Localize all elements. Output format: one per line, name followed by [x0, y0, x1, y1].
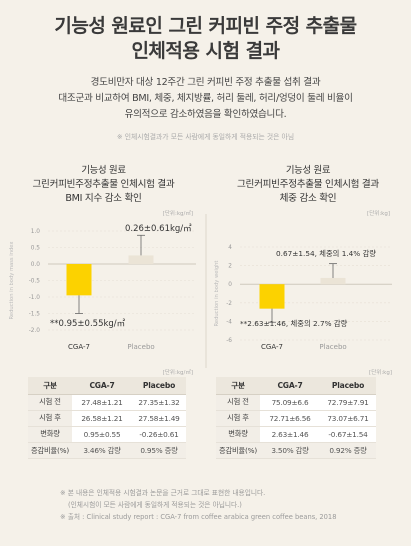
- table-header-cell: CGA-7: [260, 377, 320, 395]
- bmi-y-tick-label: 0.5: [31, 246, 41, 252]
- table-cell: 26.58±1.21: [72, 410, 132, 427]
- table-cell: -0.67±1.54: [320, 426, 376, 444]
- table-cell: 0.95±0.55: [72, 426, 132, 444]
- bmi-category-label: Placebo: [127, 343, 154, 351]
- bmi-title-line-3: BMI 지수 감소 확인: [65, 193, 142, 204]
- table-cell: 변화량: [216, 426, 260, 444]
- bmi-bar-placebo: [128, 255, 154, 264]
- table-cell: 27.35±1.32: [132, 394, 186, 411]
- bmi-unit-label: [단위:kg/㎡]: [163, 209, 193, 217]
- weight-title-line-2: 그린커피빈주정추출물 인체시험 결과: [237, 179, 379, 190]
- table-header-row: 구분 CGA-7 Placebo: [28, 377, 186, 395]
- title-line-1: 기능성 원료인 그린 커피빈 주정 추출물: [54, 15, 357, 37]
- table-row: 시험 후 72.71±6.56 73.07±6.71: [216, 410, 376, 427]
- table-header-cell: Placebo: [132, 377, 186, 395]
- table-cell: 3.50% 감량: [260, 442, 320, 460]
- weight-y-tick-label: 4: [228, 245, 232, 251]
- weight-title-line-1: 기능성 원료: [285, 165, 331, 176]
- table-header-cell: 구분: [216, 377, 260, 395]
- bmi-category-label: CGA-7: [68, 343, 90, 351]
- weight-title-line-3: 체중 감소 확인: [279, 193, 337, 204]
- table-unit-label: [단위:kg]: [369, 370, 392, 376]
- bmi-bar-cga7: [66, 264, 92, 296]
- table-cell: 시험 전: [28, 394, 72, 411]
- table-row: 증감비율(%) 3.50% 감량 0.92% 증량: [216, 442, 376, 460]
- weight-y-tick-label: 2: [228, 264, 232, 270]
- bmi-title-line-1: 기능성 원료: [81, 165, 126, 176]
- weight-y-tick-label: -4: [226, 319, 232, 325]
- table-cell: 증감비율(%): [28, 442, 72, 460]
- table-cell: 0.92% 증량: [320, 442, 376, 460]
- table-cell: 증감비율(%): [216, 442, 260, 460]
- table-cell: 27.48±1.21: [72, 394, 132, 411]
- table-cell: 72.79±7.91: [320, 394, 376, 411]
- weight-category-label: Placebo: [319, 343, 346, 351]
- weight-y-tick-label: -2: [226, 301, 232, 307]
- bmi-chart-title: 기능성 원료 그린커피빈주정추출물 인체시험 결과 BMI 지수 감소 확인: [0, 164, 207, 206]
- bmi-y-tick-label: -1.5: [29, 312, 41, 318]
- table-cell: 변화량: [28, 426, 72, 444]
- footnote-line-2: (인체시험이 모든 사람에게 동일하게 적용되는 것은 아닙니다.): [68, 501, 242, 509]
- weight-chart-title: 기능성 원료 그린커피빈주정추출물 인체시험 결과 체중 감소 확인: [205, 164, 411, 206]
- weight-bar-cga7: [259, 284, 285, 309]
- bmi-data-label: 0.26±0.61kg/㎡: [125, 224, 192, 234]
- weight-category-label: CGA-7: [261, 343, 283, 351]
- title-line-2: 인체적용 시험 결과: [131, 40, 280, 62]
- weight-y-axis-label: Reduction in body weight: [214, 261, 220, 327]
- bmi-y-tick-label: 1.0: [31, 229, 41, 235]
- bmi-y-tick-label: 0.0: [31, 262, 41, 268]
- table-row: 시험 후 26.58±1.21 27.58±1.49: [28, 410, 186, 427]
- page-title: 기능성 원료인 그린 커피빈 주정 추출물 인체적용 시험 결과: [0, 14, 411, 64]
- bmi-y-tick-label: -0.5: [29, 279, 41, 285]
- table-row: 변화량 0.95±0.55 -0.26±0.61: [28, 426, 186, 444]
- table-cell: 2.63±1.46: [260, 426, 320, 444]
- weight-results-table: 구분 CGA-7 Placebo 시험 전 75.09±6.6 72.79±7.91 시험 …: [216, 377, 376, 460]
- table-cell: 시험 전: [216, 394, 260, 411]
- bmi-y-tick-label: -1.0: [29, 295, 41, 301]
- table-row: 시험 전 75.09±6.6 72.79±7.91: [216, 394, 376, 411]
- table-header-cell: CGA-7: [72, 377, 132, 395]
- intro-text: 경도비만자 대상 12주간 그린 커피빈 주정 추출물 섭취 결과 대조군과 비…: [0, 75, 411, 123]
- weight-data-label: 0.67±1.54, 체중의 1.4% 감량: [276, 249, 376, 258]
- weight-y-tick-label: 0: [228, 282, 232, 288]
- table-cell: 73.07±6.71: [320, 410, 376, 427]
- footnote: ※ 본 내용은 인체적용 시험결과 논문을 근거로 그대로 표현한 내용입니다.…: [60, 487, 380, 523]
- table-cell: 시험 후: [28, 410, 72, 427]
- intro-note: ※ 인체시험결과가 모든 사람에게 동일하게 적용되는 것은 아님: [116, 133, 295, 141]
- table-cell: 0.95% 증량: [132, 442, 186, 460]
- table-unit-label: [단위:kg/㎡]: [162, 370, 193, 376]
- intro-line-3: 유의적으로 감소하였음을 확인하였습니다.: [124, 109, 287, 120]
- bmi-y-tick-label: -2.0: [29, 328, 41, 334]
- table-cell: 72.71±6.56: [260, 410, 320, 427]
- table-cell: -0.26±0.61: [132, 426, 186, 444]
- footnote-line-3: ※ 출처 : Clinical study report : CGA-7 fro…: [60, 513, 337, 521]
- bmi-title-line-2: 그린커피빈주정추출물 인체시험 결과: [32, 179, 175, 190]
- table-row: 시험 전 27.48±1.21 27.35±1.32: [28, 394, 186, 411]
- table-header-row: 구분 CGA-7 Placebo: [216, 377, 376, 395]
- intro-line-2: 대조군과 비교하여 BMI, 체중, 체지방률, 허리 둘레, 허리/엉덩이 둘…: [58, 93, 353, 104]
- table-cell: 3.46% 감량: [72, 442, 132, 460]
- table-row: 증감비율(%) 3.46% 감량 0.95% 증량: [28, 442, 186, 460]
- weight-unit-label: [단위:kg]: [367, 209, 390, 217]
- table-row: 변화량 2.63±1.46 -0.67±1.54: [216, 426, 376, 444]
- weight-data-label: **2.63±1.46, 체중의 2.7% 감량: [240, 319, 348, 328]
- intro-line-1: 경도비만자 대상 12주간 그린 커피빈 주정 추출물 섭취 결과: [90, 77, 321, 88]
- table-header-cell: Placebo: [320, 377, 376, 395]
- table-cell: 시험 후: [216, 410, 260, 427]
- weight-bar-placebo: [320, 277, 346, 285]
- bmi-y-axis-label: Reduction in body mass index: [9, 242, 15, 320]
- weight-y-tick-label: -6: [226, 338, 232, 344]
- table-cell: 27.58±1.49: [132, 410, 186, 427]
- bmi-results-table: 구분 CGA-7 Placebo 시험 전 27.48±1.21 27.35±1.32 시험…: [28, 377, 186, 460]
- table-header-cell: 구분: [28, 377, 72, 395]
- table-cell: 75.09±6.6: [260, 394, 320, 411]
- bmi-data-label: **0.95±0.55kg/㎡: [50, 319, 126, 329]
- footnote-line-1: ※ 본 내용은 인체적용 시험결과 논문을 근거로 그대로 표현한 내용입니다.: [60, 489, 266, 497]
